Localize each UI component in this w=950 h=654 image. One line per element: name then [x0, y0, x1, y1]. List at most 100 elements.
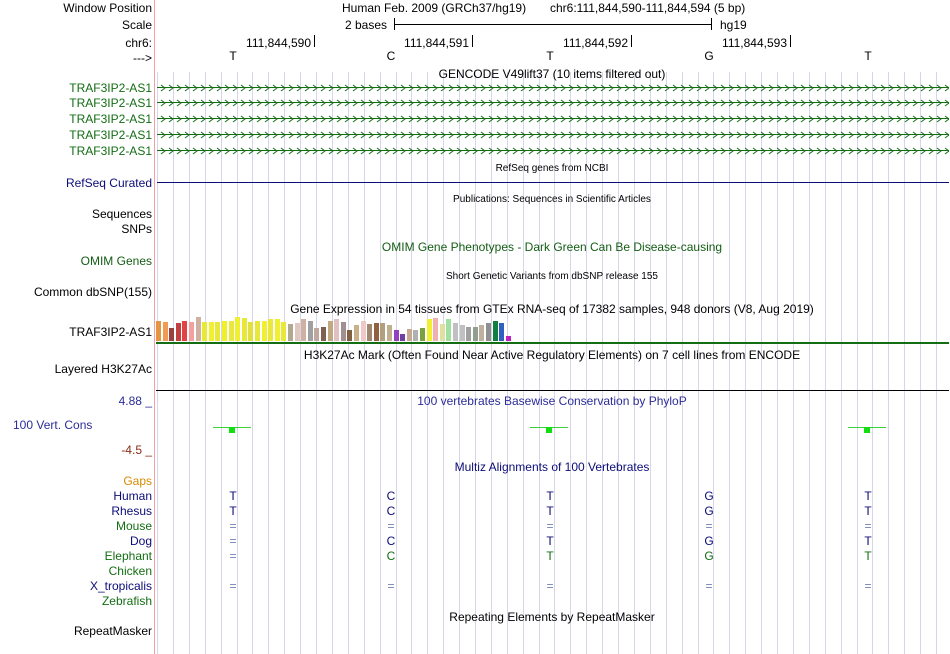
position-tick [314, 35, 315, 47]
multiz-track-title[interactable]: Multiz Alignments of 100 Vertebrates [454, 460, 650, 474]
gtex-tissue-bar[interactable] [413, 330, 419, 341]
refseq-track-label[interactable]: RefSeq Curated [65, 176, 152, 190]
gtex-tissue-bar[interactable] [433, 318, 439, 341]
gencode-transcript-line[interactable] [157, 118, 949, 119]
gencode-item-label[interactable]: TRAF3IP2-AS1 [69, 112, 152, 126]
gtex-tissue-bar[interactable] [466, 327, 472, 341]
publications-sequences-label[interactable]: Sequences [91, 207, 152, 221]
gtex-tissue-bar[interactable] [162, 322, 168, 341]
gtex-tissue-bar[interactable] [334, 319, 340, 341]
multiz-species-label[interactable]: Dog [129, 534, 152, 548]
multiz-species-label[interactable]: Human [113, 489, 152, 503]
gtex-tissue-bar[interactable] [307, 321, 313, 341]
h3k27ac-track-label[interactable]: Layered H3K27Ac [54, 362, 152, 376]
gtex-tissue-bar[interactable] [420, 328, 425, 341]
window-position-coords[interactable]: chr6:111,844,590-111,844,594 (5 bp) [550, 1, 746, 15]
gtex-tissue-bar[interactable] [373, 323, 379, 341]
gtex-tissue-bar[interactable] [380, 323, 386, 341]
refseq-track-line[interactable] [157, 182, 949, 183]
multiz-species-label[interactable]: Chicken [108, 564, 152, 578]
gencode-transcript-line[interactable] [157, 87, 949, 88]
h3k27ac-track-title[interactable]: H3K27Ac Mark (Often Found Near Active Re… [303, 348, 801, 362]
gtex-tissue-bar[interactable] [268, 319, 274, 341]
phylop-track-title[interactable]: 100 vertebrates Basewise Conservation by… [417, 394, 687, 408]
gtex-tissue-bar[interactable] [492, 321, 498, 341]
gtex-tissue-bar[interactable] [439, 324, 445, 341]
gtex-tissue-bar[interactable] [472, 327, 478, 341]
multiz-species-label[interactable]: X_tropicalis [89, 579, 152, 593]
multiz-species-label[interactable]: Mouse [115, 519, 152, 533]
phylop-score-mark[interactable] [546, 427, 552, 433]
gtex-tissue-bar[interactable] [175, 323, 181, 341]
gtex-tissue-bar[interactable] [406, 329, 412, 341]
gtex-tissue-bar[interactable] [274, 319, 280, 341]
gtex-tissue-bar[interactable] [169, 328, 175, 341]
phylop-score-mark[interactable] [864, 427, 870, 433]
gtex-tissue-bar[interactable] [321, 327, 326, 341]
gtex-tissue-bar[interactable] [479, 325, 485, 341]
gtex-tissue-bar[interactable] [294, 323, 300, 341]
phylop-score-mark[interactable] [229, 427, 235, 433]
phylop-track-label[interactable]: 100 Vert. Cons [13, 418, 93, 432]
gtex-tissue-bar[interactable] [156, 321, 161, 341]
gtex-tissue-bar[interactable] [255, 321, 260, 341]
multiz-species-label[interactable]: Gaps [123, 474, 152, 488]
gtex-tissue-bar[interactable] [261, 321, 267, 341]
publications-track-title[interactable]: Publications: Sequences in Scientific Ar… [453, 194, 651, 205]
gtex-tissue-bar[interactable] [301, 319, 307, 341]
gtex-tissue-bar[interactable] [215, 322, 221, 341]
gencode-item-label[interactable]: TRAF3IP2-AS1 [69, 144, 152, 158]
gtex-tissue-bar[interactable] [387, 325, 392, 341]
multiz-species-label[interactable]: Zebrafish [101, 594, 152, 608]
gtex-tissue-bar[interactable] [314, 328, 320, 341]
multiz-species-label[interactable]: Rhesus [111, 504, 152, 518]
repeatmasker-track-title[interactable]: Repeating Elements by RepeatMasker [449, 610, 655, 624]
gtex-tissue-bar[interactable] [241, 318, 247, 341]
gtex-tissue-bar[interactable] [459, 325, 465, 341]
gencode-transcript-line[interactable] [157, 150, 949, 151]
gtex-tissue-bar[interactable] [222, 321, 227, 341]
gtex-tissue-bar[interactable] [446, 319, 452, 341]
gtex-tissue-bar[interactable] [182, 321, 188, 341]
gtex-tissue-bar[interactable] [360, 321, 366, 341]
omim-track-title[interactable]: OMIM Gene Phenotypes - Dark Green Can Be… [381, 240, 723, 254]
gtex-tissue-bar[interactable] [202, 322, 208, 341]
gtex-tissue-bar[interactable] [228, 321, 234, 341]
dbsnp-track-label[interactable]: Common dbSNP(155) [33, 285, 152, 299]
gtex-tissue-bar[interactable] [499, 323, 505, 341]
gencode-track-title[interactable]: GENCODE V49lift37 (10 items filtered out… [438, 67, 666, 81]
gtex-tissue-bar[interactable] [453, 323, 458, 341]
refseq-track-title[interactable]: RefSeq genes from NCBI [495, 163, 609, 174]
gtex-tissue-bar[interactable] [195, 317, 201, 341]
gtex-tissue-bar[interactable] [347, 330, 353, 341]
gtex-tissue-bar[interactable] [486, 323, 491, 341]
gtex-tissue-bar[interactable] [340, 322, 346, 341]
gtex-bar-chart[interactable] [156, 317, 536, 341]
gtex-tissue-bar[interactable] [400, 334, 406, 341]
gencode-item-label[interactable]: TRAF3IP2-AS1 [69, 81, 152, 95]
gtex-track-title[interactable]: Gene Expression in 54 tissues from GTEx … [290, 302, 814, 316]
gtex-tissue-bar[interactable] [505, 336, 511, 341]
gencode-transcript-line[interactable] [157, 102, 949, 103]
multiz-species-label[interactable]: Elephant [104, 549, 152, 563]
gtex-tissue-bar[interactable] [327, 321, 333, 341]
gtex-tissue-bar[interactable] [288, 324, 293, 341]
publications-snps-label[interactable]: SNPs [121, 222, 152, 236]
repeatmasker-track-label[interactable]: RepeatMasker [73, 624, 152, 638]
omim-track-label[interactable]: OMIM Genes [80, 254, 152, 268]
gtex-tissue-bar[interactable] [367, 324, 373, 341]
gtex-tissue-bar[interactable] [426, 319, 432, 341]
gtex-track-label[interactable]: TRAF3IP2-AS1 [69, 325, 152, 339]
gtex-tissue-bar[interactable] [393, 330, 399, 341]
gencode-transcript-line[interactable] [157, 134, 949, 135]
gtex-tissue-bar[interactable] [189, 322, 194, 341]
gtex-tissue-bar[interactable] [248, 322, 254, 341]
gencode-item-label[interactable]: TRAF3IP2-AS1 [69, 96, 152, 110]
gtex-tissue-bar[interactable] [354, 325, 359, 341]
gtex-tissue-bar[interactable] [208, 322, 214, 341]
gtex-tissue-bar[interactable] [235, 317, 241, 341]
gencode-item-label[interactable]: TRAF3IP2-AS1 [69, 128, 152, 142]
gtex-tissue-bar[interactable] [281, 322, 287, 341]
grid-line [618, 72, 619, 654]
dbsnp-track-title[interactable]: Short Genetic Variants from dbSNP releas… [446, 271, 658, 282]
